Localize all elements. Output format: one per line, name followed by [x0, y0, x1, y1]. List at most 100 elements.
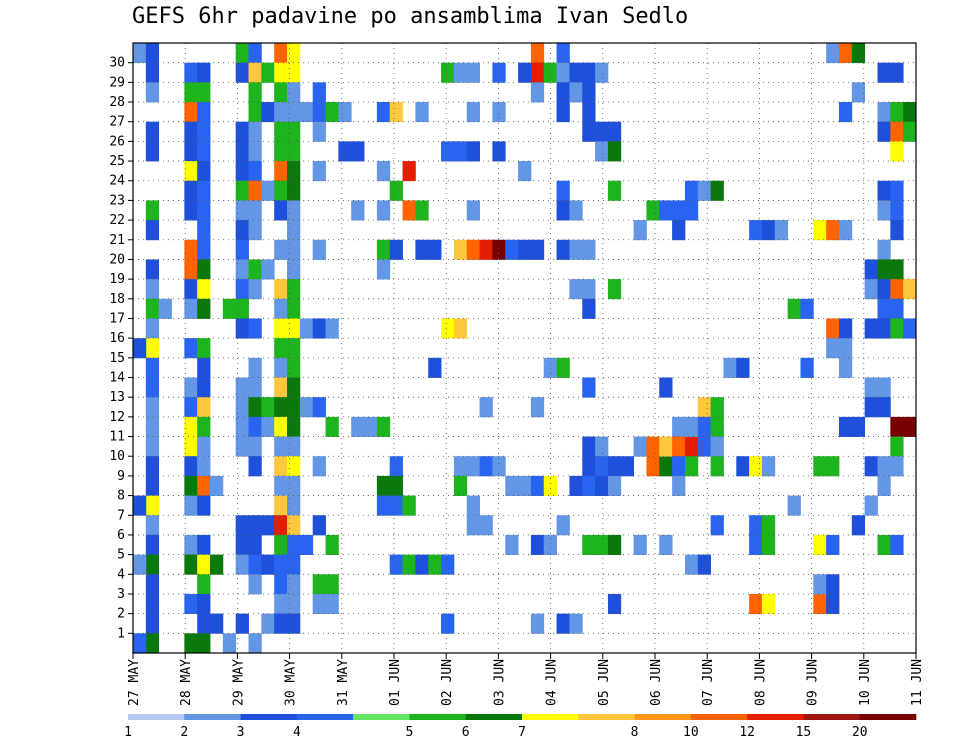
heatmap-cell [556, 180, 570, 201]
heatmap-cell [877, 180, 891, 201]
heatmap-cell [287, 475, 301, 496]
heatmap-cell [274, 416, 288, 437]
heatmap-cell [235, 397, 249, 418]
heatmap-cell [274, 475, 288, 496]
heatmap-cell [582, 121, 596, 142]
x-tick-label: 31 MAY [336, 659, 351, 706]
heatmap-cell [877, 200, 891, 221]
heatmap-cell [287, 318, 301, 339]
y-tick-label: 22 [109, 213, 125, 228]
colorbar-swatch [690, 714, 748, 720]
heatmap-cell [441, 62, 455, 83]
heatmap-cell [274, 554, 288, 575]
heatmap-cell [659, 456, 673, 477]
heatmap-cell [325, 318, 339, 339]
heatmap-cell [787, 495, 801, 516]
heatmap-cell [890, 259, 904, 280]
y-tick-label: 21 [109, 233, 125, 248]
heatmap-cell [287, 220, 301, 241]
heatmap-cell [133, 338, 147, 359]
y-tick-label: 8 [117, 489, 125, 504]
heatmap-cell [749, 456, 763, 477]
heatmap-cell [466, 515, 480, 536]
heatmap-cell [184, 633, 198, 654]
heatmap-cell [415, 239, 429, 260]
colorbar-label: 1 [124, 725, 132, 740]
heatmap-cell [248, 456, 262, 477]
heatmap-cell [582, 436, 596, 457]
heatmap-cell [838, 416, 853, 437]
heatmap-cell [402, 554, 416, 575]
y-tick-label: 9 [117, 469, 125, 484]
heatmap-cell [684, 456, 699, 477]
heatmap-cell [184, 121, 198, 142]
heatmap-cell [261, 102, 275, 123]
y-tick-label: 30 [109, 56, 125, 71]
y-tick-label: 14 [109, 371, 125, 386]
heatmap-cell [274, 515, 288, 536]
heatmap-cell [261, 259, 275, 280]
heatmap-cell [826, 593, 840, 615]
colorbar-label: 7 [518, 725, 526, 740]
heatmap-cell [736, 456, 750, 477]
heatmap-cell [248, 62, 262, 83]
colorbar-swatch [128, 714, 185, 720]
heatmap-cell [184, 397, 198, 418]
colorbar-label: 4 [293, 725, 301, 740]
heatmap-cell [646, 200, 660, 221]
heatmap-cell [736, 357, 750, 378]
heatmap-cell [184, 495, 198, 516]
heatmap-cell [518, 161, 532, 182]
heatmap-cell [197, 377, 211, 398]
heatmap-cell [287, 239, 301, 260]
heatmap-cell [184, 436, 198, 457]
heatmap-cell [274, 82, 288, 103]
heatmap-cell [312, 102, 326, 123]
heatmap-cell [197, 456, 211, 477]
heatmap-cell [389, 239, 403, 260]
heatmap-cell [415, 554, 429, 575]
heatmap-cell [710, 180, 724, 201]
heatmap-cell [261, 397, 275, 418]
heatmap-cell [595, 534, 609, 556]
heatmap-cell [364, 416, 378, 437]
heatmap-cell [543, 357, 557, 378]
y-tick-label: 1 [117, 626, 125, 641]
heatmap-cell [890, 121, 904, 142]
heatmap-cell [672, 416, 686, 437]
heatmap-cell [145, 554, 160, 575]
heatmap-cell [235, 259, 249, 280]
heatmap-cell [312, 593, 326, 615]
heatmap-cell [530, 62, 545, 83]
heatmap-cell [838, 43, 853, 64]
heatmap-cell [890, 298, 904, 319]
heatmap-cell [248, 279, 262, 300]
heatmap-cell [710, 436, 724, 457]
heatmap-cell [376, 102, 391, 123]
heatmap-cell [518, 475, 532, 496]
heatmap-cell [890, 318, 904, 339]
heatmap-cell [530, 82, 545, 103]
heatmap-cell [261, 416, 275, 437]
heatmap-cell [672, 456, 686, 477]
heatmap-cell [235, 161, 249, 182]
heatmap-cell [287, 613, 301, 634]
heatmap-cell [274, 239, 288, 260]
heatmap-cell [274, 593, 288, 615]
heatmap-cell [248, 554, 262, 575]
heatmap-cell [197, 161, 211, 182]
heatmap-cell [197, 397, 211, 418]
heatmap-cell [274, 298, 288, 319]
heatmap-cell [197, 121, 211, 142]
heatmap-cell [287, 574, 301, 595]
heatmap-cell [248, 574, 262, 595]
heatmap-cell [505, 239, 519, 260]
heatmap-cell [210, 613, 224, 634]
heatmap-cell [184, 141, 198, 162]
heatmap-cell [466, 495, 480, 516]
heatmap-cell [248, 397, 262, 418]
colorbar-swatch [465, 714, 523, 720]
heatmap-cell [466, 141, 480, 162]
heatmap-cell [222, 298, 237, 319]
colorbar-label: 3 [237, 725, 245, 740]
